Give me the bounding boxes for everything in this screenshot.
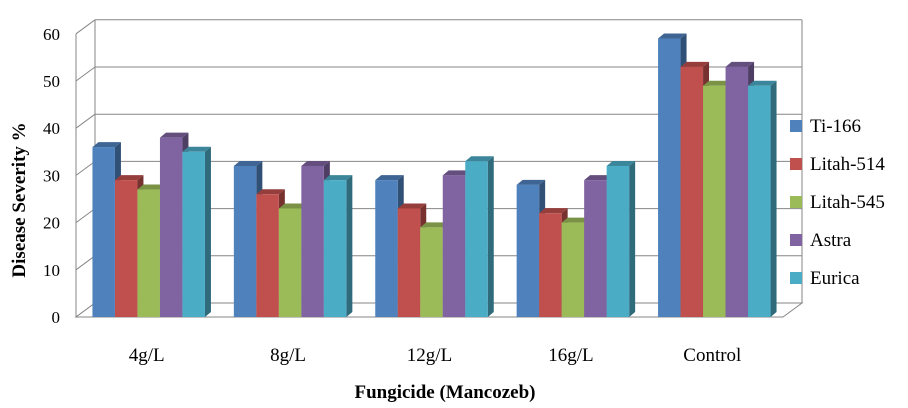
gridline-diagonal bbox=[75, 113, 96, 129]
x-tick-label: 4g/L bbox=[129, 345, 165, 366]
y-tick-label: 20 bbox=[43, 214, 60, 233]
bar-top bbox=[137, 184, 166, 190]
bar-top bbox=[375, 175, 404, 181]
bar-top bbox=[278, 203, 308, 209]
legend-label: Litah-545 bbox=[810, 192, 885, 213]
bar-top bbox=[114, 175, 144, 181]
legend: Ti-166 Litah-514 Litah-545 Astra Eurica bbox=[790, 116, 885, 289]
bar-front bbox=[680, 66, 704, 317]
bar-front bbox=[465, 161, 488, 317]
bar-front bbox=[182, 151, 205, 317]
gridline-diagonal bbox=[75, 160, 96, 176]
bar-top bbox=[92, 142, 121, 148]
bar bbox=[606, 160, 636, 317]
x-tick-label: 16g/L bbox=[548, 345, 593, 366]
bar-top bbox=[256, 189, 285, 195]
bar-front bbox=[561, 222, 585, 317]
bar-front bbox=[584, 180, 607, 317]
legend-label: Astra bbox=[810, 230, 852, 251]
bar-top bbox=[658, 33, 687, 39]
bar-front bbox=[539, 213, 562, 317]
gridline-diagonal bbox=[75, 19, 96, 35]
bar-front bbox=[516, 184, 540, 317]
bar-side bbox=[629, 160, 636, 317]
bar-top bbox=[159, 132, 189, 138]
bar-side bbox=[487, 156, 494, 317]
bar-front bbox=[92, 147, 115, 317]
y-tick-label: 50 bbox=[43, 72, 60, 91]
bar-front bbox=[420, 227, 443, 317]
x-tick-label: 12g/L bbox=[407, 345, 452, 366]
bar-top bbox=[323, 175, 353, 181]
bar-top bbox=[420, 222, 449, 228]
bar-front bbox=[375, 180, 398, 317]
bar-front bbox=[278, 208, 302, 317]
bar-front bbox=[233, 165, 257, 317]
x-tick-label: 8g/L bbox=[270, 345, 306, 366]
bar-top bbox=[680, 61, 710, 67]
y-tick-label: 30 bbox=[43, 166, 60, 185]
legend-swatch bbox=[790, 196, 802, 208]
bar bbox=[323, 175, 353, 317]
bar-top bbox=[182, 146, 211, 152]
bar-top bbox=[233, 160, 263, 166]
bar-top bbox=[397, 203, 427, 209]
bar bbox=[748, 80, 777, 317]
y-tick-label: 40 bbox=[43, 119, 60, 138]
legend-swatch bbox=[790, 272, 802, 284]
bar bbox=[182, 146, 211, 317]
bar-side bbox=[346, 175, 353, 317]
x-tick-label: Control bbox=[683, 345, 741, 366]
legend-swatch bbox=[790, 234, 802, 246]
bars bbox=[92, 33, 777, 318]
legend-label: Eurica bbox=[810, 268, 860, 289]
bar-top bbox=[539, 208, 568, 214]
bar-front bbox=[256, 194, 279, 317]
bar-top bbox=[606, 160, 636, 166]
gridline-diagonal bbox=[75, 255, 96, 271]
gridline-diagonal bbox=[75, 208, 96, 224]
bar-front bbox=[137, 189, 160, 317]
legend-swatch bbox=[790, 158, 802, 170]
bar-front bbox=[301, 165, 324, 317]
bar-front bbox=[658, 38, 681, 318]
bar-front bbox=[159, 137, 183, 317]
bar-front bbox=[397, 208, 421, 317]
bar-top bbox=[584, 175, 613, 181]
bar-top bbox=[561, 217, 591, 223]
bar-front bbox=[442, 175, 466, 317]
legend-label: Litah-514 bbox=[810, 154, 885, 175]
bar-top bbox=[442, 170, 472, 176]
bar-top bbox=[748, 80, 777, 86]
gridline-diagonal bbox=[75, 66, 96, 82]
legend-label: Ti-166 bbox=[810, 116, 861, 137]
bar-front bbox=[748, 85, 771, 317]
x-tick-labels: 4g/L 8g/L 12g/L 16g/L Control bbox=[129, 345, 742, 366]
bar-side bbox=[770, 80, 777, 317]
bar-front bbox=[323, 180, 347, 317]
bar-front bbox=[703, 85, 726, 317]
bar bbox=[465, 156, 494, 317]
bar-side bbox=[204, 146, 211, 317]
bar-front bbox=[114, 180, 138, 317]
legend-swatch bbox=[790, 120, 802, 132]
bar-top bbox=[465, 156, 494, 162]
bar-top bbox=[725, 61, 755, 67]
y-tick-label: 0 bbox=[52, 308, 61, 327]
bar-front bbox=[606, 165, 630, 317]
bar-top bbox=[516, 179, 546, 185]
y-tick-labels: 0 10 20 30 40 50 60 bbox=[43, 25, 60, 327]
x-axis-title: Fungicide (Mancozeb) bbox=[354, 382, 535, 403]
y-tick-label: 10 bbox=[43, 261, 60, 280]
bar-top bbox=[703, 80, 732, 86]
y-tick-label: 60 bbox=[43, 25, 60, 44]
y-axis-title: Disease Severity % bbox=[9, 122, 30, 277]
bar-front bbox=[725, 66, 749, 317]
bar-top bbox=[301, 160, 330, 166]
